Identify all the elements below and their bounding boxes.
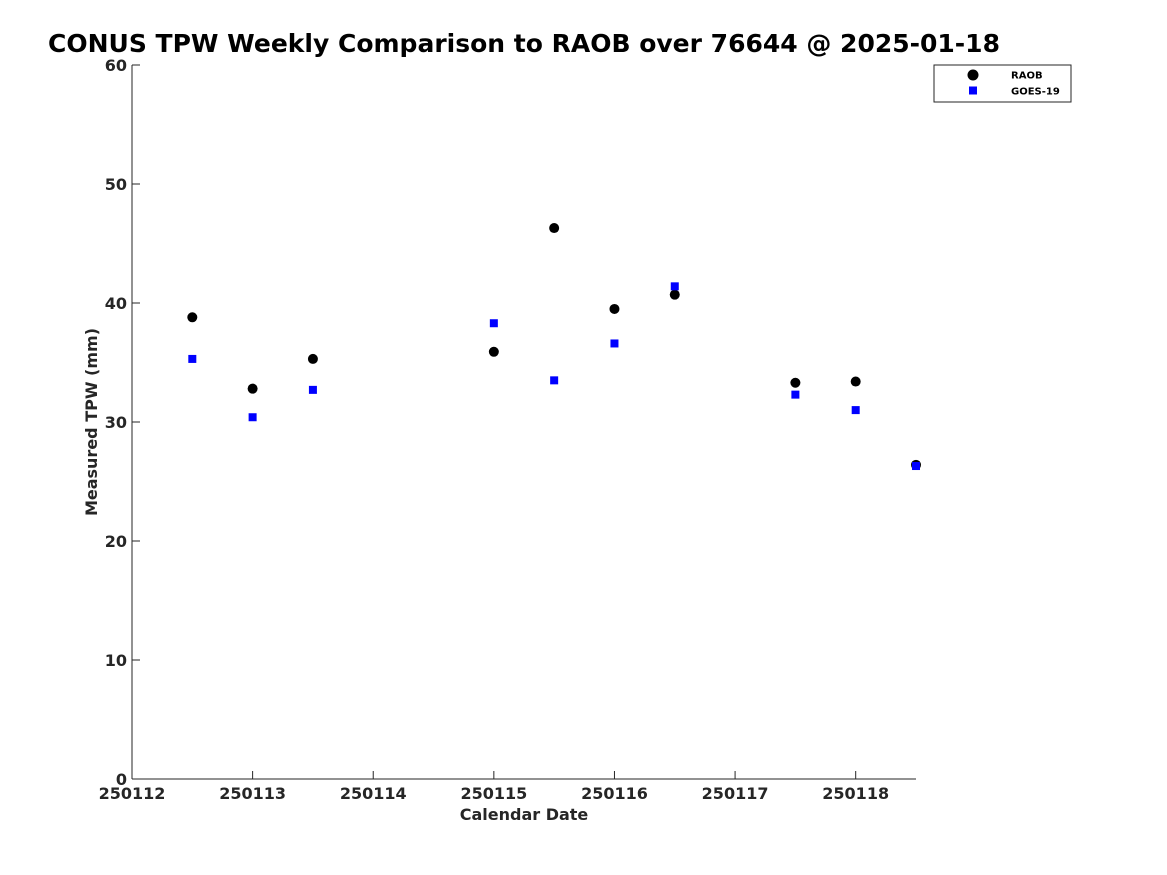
y-tick-label: 0 bbox=[116, 770, 127, 789]
data-point-raob bbox=[307, 353, 318, 364]
data-point-goes19 bbox=[670, 282, 679, 291]
y-axis-label: Measured TPW (mm) bbox=[82, 328, 101, 516]
data-point-raob bbox=[187, 312, 198, 323]
legend-label-goes19: GOES-19 bbox=[1011, 87, 1060, 98]
chart-title: CONUS TPW Weekly Comparison to RAOB over… bbox=[48, 29, 1000, 58]
x-tick-label: 250112 bbox=[99, 784, 166, 803]
y-tick-label: 10 bbox=[105, 651, 127, 670]
y-tick-label: 30 bbox=[105, 413, 127, 432]
legend-box bbox=[933, 64, 1072, 103]
data-point-raob bbox=[669, 289, 680, 300]
data-points bbox=[187, 223, 921, 471]
y-tick-label: 60 bbox=[105, 56, 127, 75]
legend-label-raob: RAOB bbox=[1011, 71, 1043, 82]
x-tick-label: 250118 bbox=[822, 784, 889, 803]
data-point-raob bbox=[549, 223, 560, 234]
x-axis-ticks: 250112 250113 250114 250115 250116 250117 2501… bbox=[99, 771, 889, 803]
y-axis-ticks: 0 10 20 30 40 50 60 bbox=[105, 56, 140, 789]
x-tick-label: 250115 bbox=[460, 784, 527, 803]
legend-marker-raob bbox=[967, 69, 979, 81]
x-tick-label: 250114 bbox=[340, 784, 407, 803]
data-point-goes19 bbox=[912, 462, 920, 471]
data-point-goes19 bbox=[489, 319, 498, 328]
data-point-raob bbox=[790, 377, 801, 388]
data-point-goes19 bbox=[188, 354, 197, 363]
x-tick-label: 250117 bbox=[702, 784, 769, 803]
data-point-raob bbox=[247, 383, 258, 394]
data-point-goes19 bbox=[248, 413, 257, 422]
data-point-goes19 bbox=[791, 390, 800, 399]
x-tick-label: 250116 bbox=[581, 784, 648, 803]
legend: RAOB GOES-19 bbox=[933, 64, 1072, 103]
data-point-raob bbox=[850, 376, 861, 387]
legend-marker-goes19 bbox=[969, 86, 977, 95]
x-tick-label: 250113 bbox=[219, 784, 286, 803]
data-point-goes19 bbox=[550, 376, 559, 385]
y-tick-label: 40 bbox=[105, 294, 127, 313]
x-axis-label: Calendar Date bbox=[460, 805, 589, 824]
data-point-raob bbox=[609, 303, 620, 314]
y-tick-label: 50 bbox=[105, 175, 127, 194]
axes bbox=[131, 65, 916, 780]
data-point-goes19 bbox=[610, 339, 619, 348]
data-point-raob bbox=[488, 346, 499, 357]
data-point-goes19 bbox=[308, 385, 317, 394]
y-tick-label: 20 bbox=[105, 532, 127, 551]
data-point-goes19 bbox=[851, 406, 860, 415]
